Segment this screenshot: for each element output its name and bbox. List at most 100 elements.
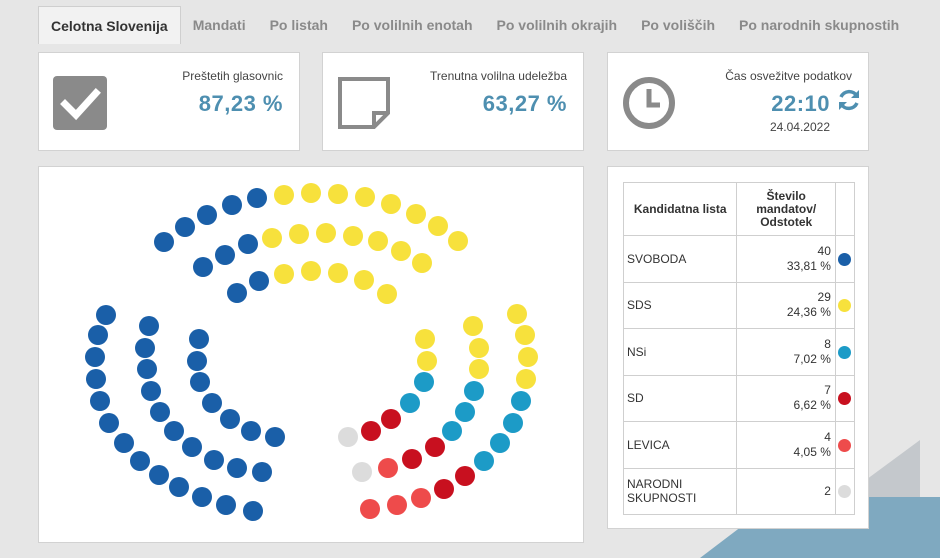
seat-dot [149, 465, 169, 485]
seat-dot [518, 347, 538, 367]
seat-dot [197, 205, 217, 225]
party-name: LEVICA [622, 421, 738, 469]
seat-dot [378, 458, 398, 478]
seat-dot [406, 204, 426, 224]
tab-celotna-slovenija[interactable]: Celotna Slovenija [38, 6, 181, 44]
party-seats: 2 [736, 467, 836, 515]
tab-po-volilnih-enotah[interactable]: Po volilnih enotah [351, 17, 473, 33]
seat-dot [190, 372, 210, 392]
seat-dot [216, 495, 236, 515]
seat-dot [425, 437, 445, 457]
seat-dot [381, 409, 401, 429]
seat-dot [434, 479, 454, 499]
results-tabs: Celotna Slovenija Mandati Po listah Po v… [38, 6, 911, 44]
seat-dot [343, 226, 363, 246]
refresh-time-card: Čas osvežitve podatkov 22:10 24.04.2022 [607, 52, 869, 151]
seat-dot [507, 304, 527, 324]
seat-dot [262, 228, 282, 248]
counted-ballots-card: Preštetih glasovnic 87,23 % [38, 52, 300, 151]
seat-dot [265, 427, 285, 447]
party-name: SD [622, 374, 738, 422]
party-color-icon [838, 345, 852, 359]
seat-dot [193, 257, 213, 277]
seat-dot [154, 232, 174, 252]
tab-po-volilnih-okrajih[interactable]: Po volilnih okrajih [496, 17, 618, 33]
note-icon [338, 77, 390, 129]
seat-dot [469, 359, 489, 379]
party-name: SDS [622, 281, 738, 329]
header-color [834, 182, 856, 236]
party-seats: 8 7,02 % [736, 328, 836, 376]
seat-dot [88, 325, 108, 345]
seat-diagram [85, 183, 538, 521]
seat-dot [391, 241, 411, 261]
seat-dot [241, 421, 261, 441]
seat-dot [135, 338, 155, 358]
seat-dot [301, 183, 321, 203]
party-color-icon [838, 392, 852, 406]
tab-po-voliscih[interactable]: Po voliščih [641, 17, 716, 33]
party-color-icon [838, 485, 852, 499]
party-name: SVOBODA [622, 235, 738, 283]
seat-dot [448, 231, 468, 251]
seat-dot [252, 462, 272, 482]
party-seats: 4 4,05 % [736, 421, 836, 469]
seat-dot [189, 329, 209, 349]
seat-dot [227, 283, 247, 303]
seat-dot [141, 381, 161, 401]
seat-dot [381, 194, 401, 214]
seat-dot [175, 217, 195, 237]
seat-dot [187, 351, 207, 371]
seat-dot [96, 305, 116, 325]
seat-dot [377, 284, 397, 304]
seat-dot [247, 188, 267, 208]
seat-dot [455, 402, 475, 422]
seat-dot [417, 351, 437, 371]
table-row: SVOBODA 40 33,81 % [622, 235, 856, 283]
table-row: NARODNI SKUPNOSTI 2 [622, 467, 856, 515]
seat-dot [402, 449, 422, 469]
party-color-dot [834, 328, 856, 376]
header-seats: Število mandatov/ Odstotek [736, 182, 836, 236]
seat-dot [114, 433, 134, 453]
seat-dot [328, 184, 348, 204]
seat-dot [354, 270, 374, 290]
seat-dot [169, 477, 189, 497]
seat-dot [516, 369, 536, 389]
table-row: SDS 29 24,36 % [622, 281, 856, 329]
refresh-time-label: Čas osvežitve podatkov [725, 69, 852, 83]
refresh-time-value: 22:10 [771, 91, 830, 116]
seat-dot [490, 433, 510, 453]
seat-dot [139, 316, 159, 336]
clock-icon [623, 77, 675, 129]
seat-dot [204, 450, 224, 470]
seat-dot [192, 487, 212, 507]
seat-dot [182, 437, 202, 457]
tab-po-listah[interactable]: Po listah [269, 17, 328, 33]
tab-mandati[interactable]: Mandati [192, 17, 246, 33]
refresh-date: 24.04.2022 [769, 120, 830, 134]
seat-dot [243, 501, 263, 521]
counted-ballots-label: Preštetih glasovnic [182, 69, 283, 83]
seat-dot [227, 458, 247, 478]
seat-dot [469, 338, 489, 358]
tab-po-narodnih-skupnostih[interactable]: Po narodnih skupnostih [739, 17, 900, 33]
seat-dot [511, 391, 531, 411]
seat-dot [137, 359, 157, 379]
seat-dot [249, 271, 269, 291]
party-color-dot [834, 374, 856, 422]
refresh-icon[interactable] [836, 87, 862, 113]
seat-dot [90, 391, 110, 411]
seat-dot [274, 264, 294, 284]
seat-dot [368, 231, 388, 251]
seat-dot [455, 466, 475, 486]
seat-dot [338, 427, 358, 447]
party-color-icon [838, 438, 852, 452]
seat-dot [316, 223, 336, 243]
turnout-label: Trenutna volilna udeležba [430, 69, 567, 83]
seat-dot [442, 421, 462, 441]
seat-dot [99, 413, 119, 433]
table-row: SD 7 6,62 % [622, 374, 856, 422]
seat-dot [515, 325, 535, 345]
seat-dot [301, 261, 321, 281]
